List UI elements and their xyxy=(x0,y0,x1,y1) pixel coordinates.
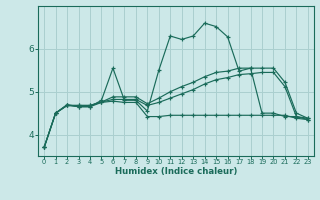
X-axis label: Humidex (Indice chaleur): Humidex (Indice chaleur) xyxy=(115,167,237,176)
